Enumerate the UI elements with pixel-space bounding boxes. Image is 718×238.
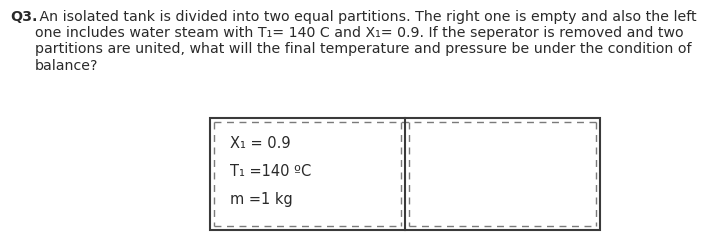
Text: An isolated tank is divided into two equal partitions. The right one is empty an: An isolated tank is divided into two equ… <box>35 10 696 73</box>
Bar <box>210 118 600 230</box>
Text: T₁ =140 ºC: T₁ =140 ºC <box>230 164 311 179</box>
Text: Q3.: Q3. <box>10 10 37 24</box>
Text: m =1 kg: m =1 kg <box>230 192 293 207</box>
Text: X₁ = 0.9: X₁ = 0.9 <box>230 136 291 151</box>
